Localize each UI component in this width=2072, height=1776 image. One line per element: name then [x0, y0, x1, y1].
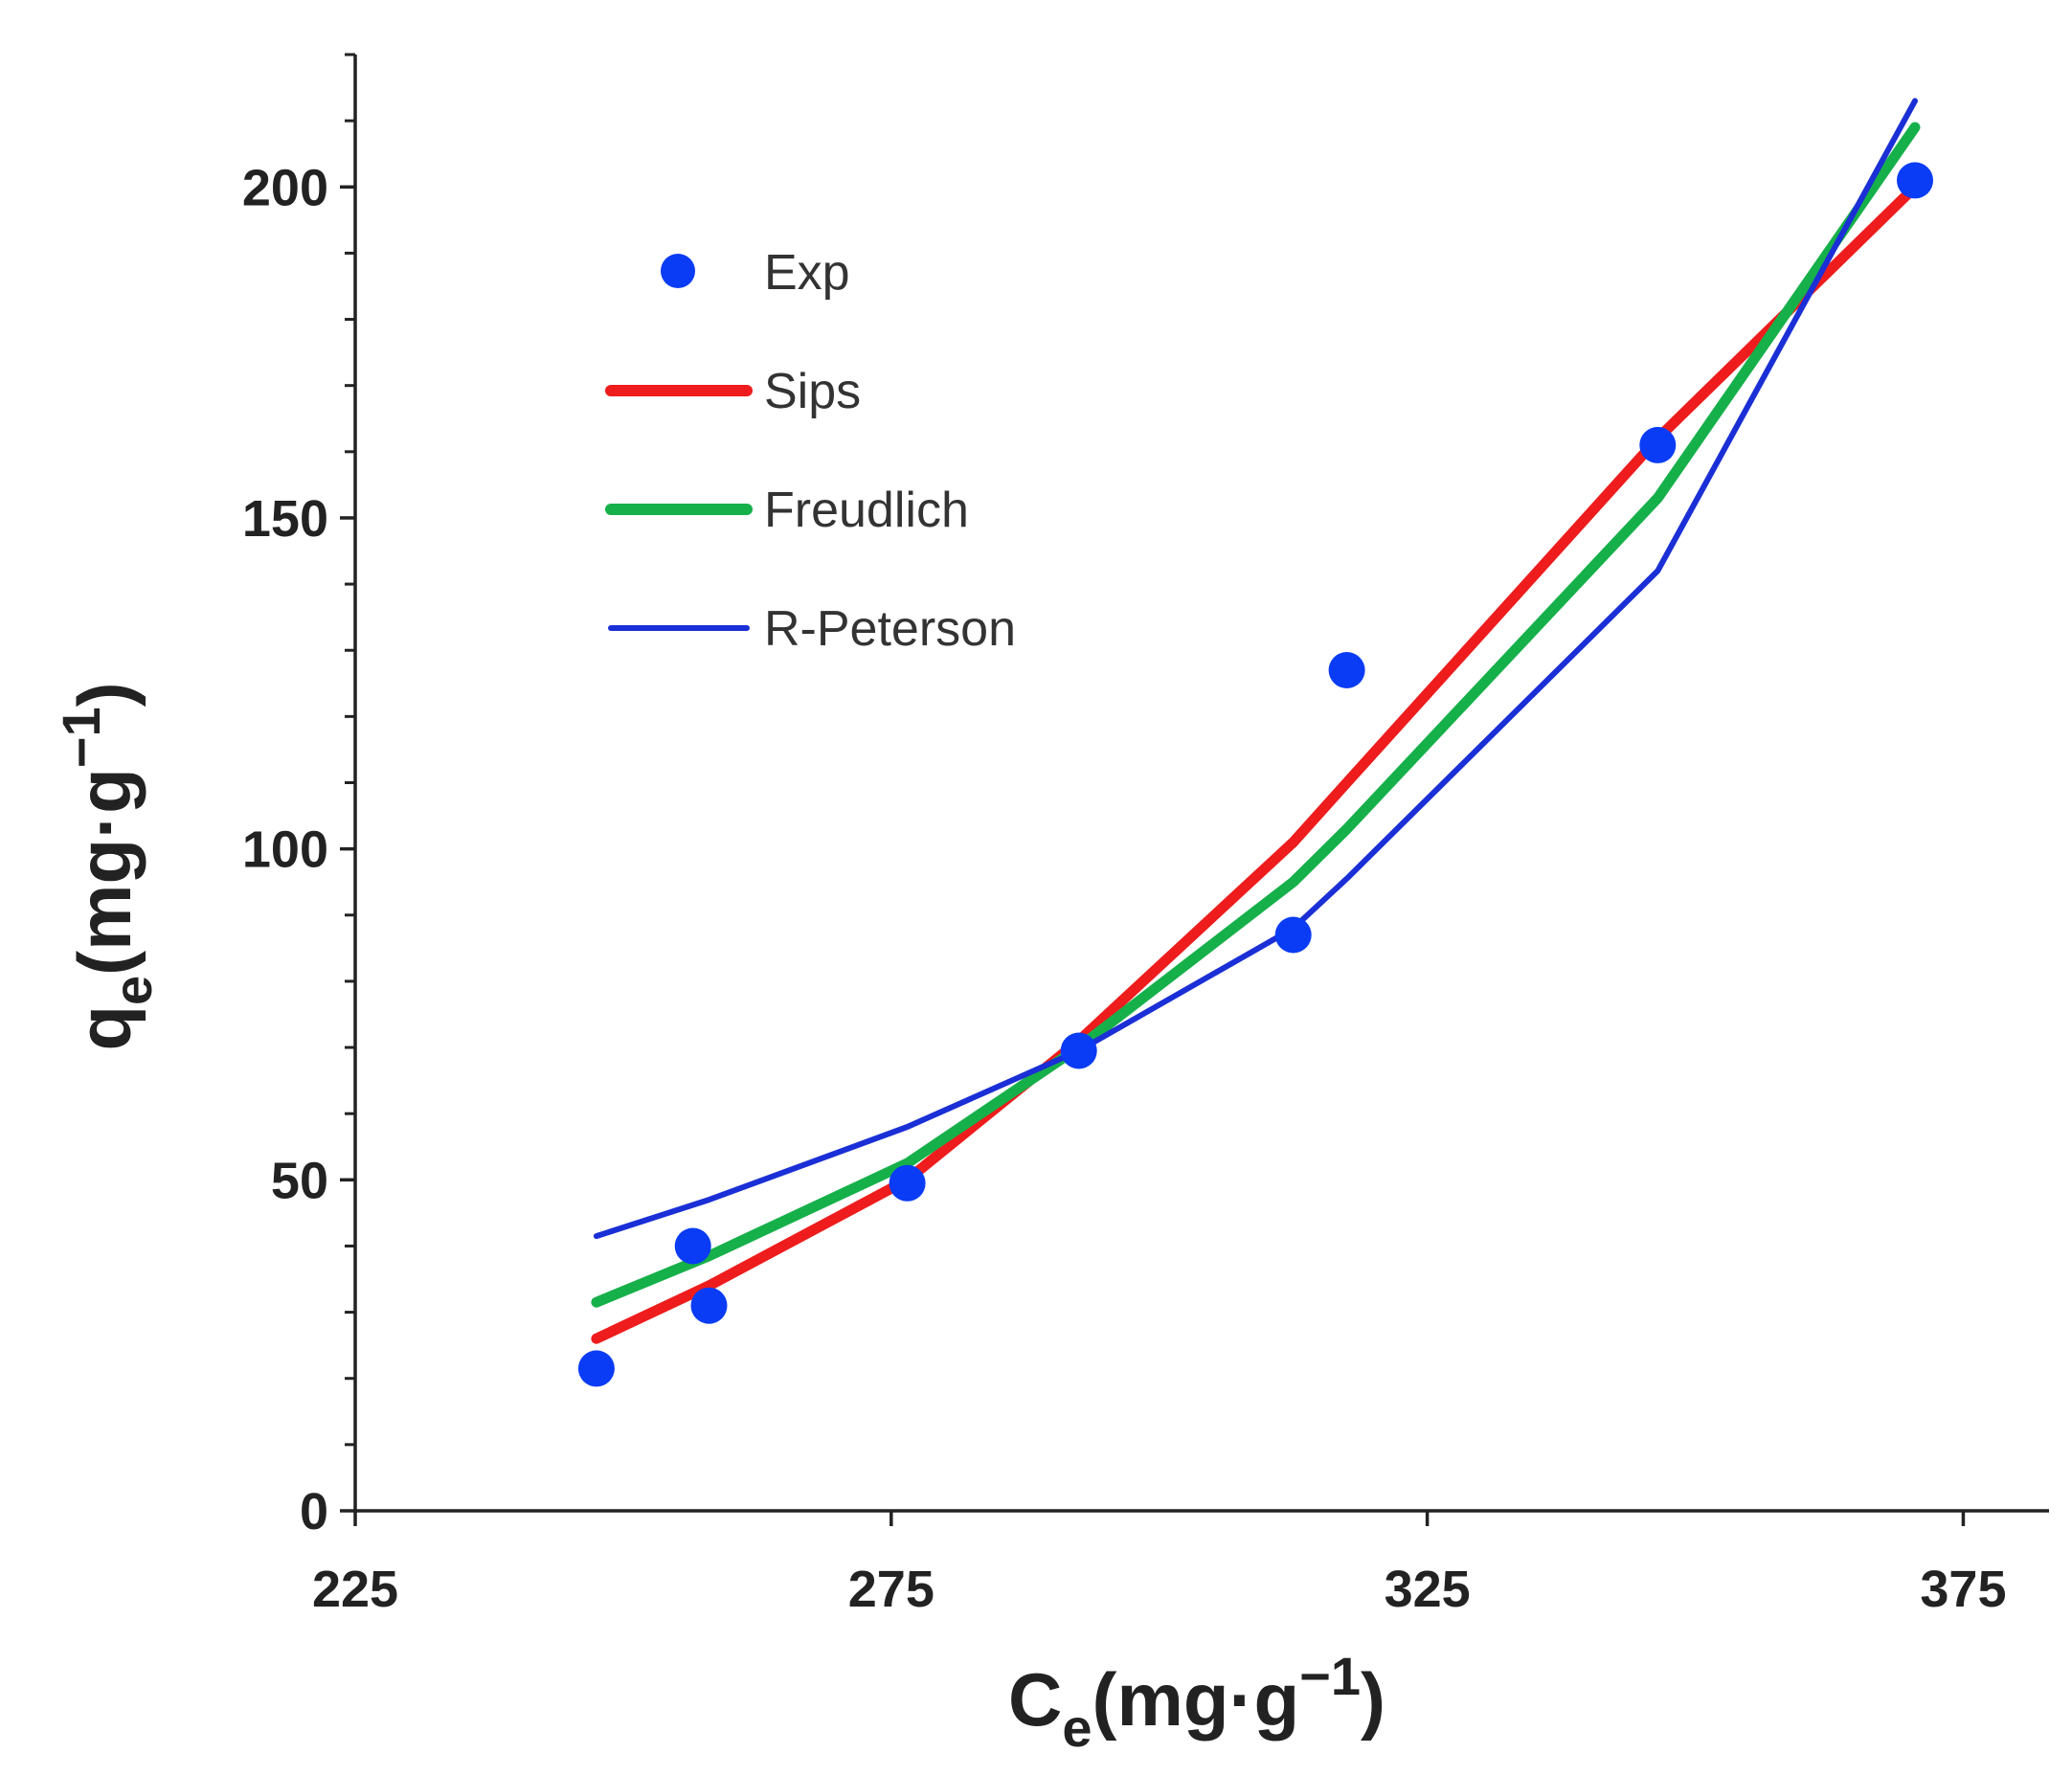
y-tick-label: 200: [242, 159, 328, 216]
data-point-exp: [1639, 426, 1677, 463]
y-tick-label: 150: [242, 490, 328, 548]
legend-exp-marker: [661, 254, 695, 288]
y-axis-title-sup: −1: [51, 707, 111, 768]
series-line-freudlich: [591, 122, 1921, 1308]
x-axis-title-sub: e: [1062, 1697, 1092, 1758]
x-tick-label: 275: [848, 1561, 935, 1618]
x-axis-title-sup: −1: [1299, 1646, 1361, 1706]
legend-exp-label: Exp: [764, 245, 850, 301]
x-ticks: 225 275 325 375: [312, 1511, 2006, 1618]
data-point-exp: [1328, 652, 1365, 688]
data-point-exp: [674, 1227, 711, 1265]
data-point-exp: [1060, 1032, 1097, 1069]
y-axis-title-close: ): [62, 682, 146, 707]
y-axis-title-main: q: [62, 1005, 146, 1051]
y-ticks: 0 50 100 150 200: [242, 53, 355, 1540]
x-axis-title-close: ): [1361, 1657, 1385, 1742]
y-tick-label: 50: [271, 1152, 328, 1209]
x-tick-label: 325: [1385, 1561, 1471, 1618]
x-axis-title-unit: (mg·g: [1092, 1657, 1300, 1742]
legend-freudlich-label: Freudlich: [764, 483, 969, 538]
data-point-exp: [577, 1350, 615, 1387]
x-tick-label: 225: [312, 1561, 398, 1618]
data-point-exp: [889, 1164, 926, 1202]
x-tick-label: 375: [1920, 1561, 2006, 1618]
x-axis-title-main: C: [1008, 1657, 1062, 1742]
y-axis-title-sub: e: [102, 976, 163, 1005]
series-line-r-peterson: [593, 98, 1918, 1240]
data-point-exp: [1274, 916, 1312, 954]
data-point-exp: [1897, 162, 1933, 199]
y-axis-title-unit: (mg·g: [62, 768, 146, 976]
y-tick-label: 100: [242, 821, 328, 879]
y-axis-title: qe(mg·g−1): [51, 682, 163, 1050]
series-layer: [577, 98, 1933, 1387]
legend-sips-label: Sips: [764, 364, 861, 419]
legend: Exp Sips Freudlich R-Peterson: [605, 245, 1016, 657]
data-point-exp: [690, 1287, 728, 1324]
legend-rpeterson-label: R-Peterson: [764, 601, 1016, 657]
y-tick-label: 0: [300, 1483, 328, 1540]
x-axis-title: Ce(mg·g−1): [1008, 1646, 1385, 1758]
series-line-sips: [591, 181, 1921, 1344]
